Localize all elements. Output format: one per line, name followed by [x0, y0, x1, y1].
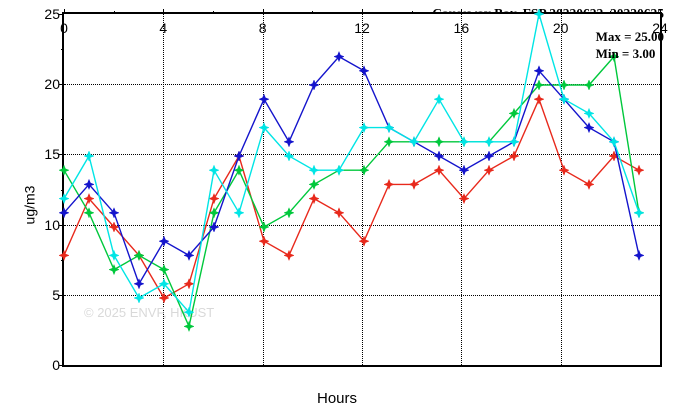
y-tick-label-15: 15	[36, 146, 60, 162]
y-tick-label-20: 20	[36, 76, 60, 92]
y-tick-label-0: 0	[36, 357, 60, 373]
x-axis-label: Hours	[317, 390, 357, 407]
y-tick-label-25: 25	[36, 6, 60, 22]
chart-root: Causeway Bay, FSP 20220622–20220625 25 2…	[0, 0, 674, 409]
y-axis-label: ug/m3	[21, 185, 37, 224]
series-canvas	[64, 14, 664, 369]
stats-box: Max = 25.00 Min = 3.00	[596, 28, 664, 62]
plot-area: 25 20 15 10 5 0 0 4 8 12 16 20 24	[62, 12, 662, 367]
y-tick-label-5: 5	[36, 287, 60, 303]
max-label: Max = 25.00	[596, 28, 664, 45]
min-label: Min = 3.00	[596, 45, 664, 62]
y-tick-label-10: 10	[36, 217, 60, 233]
